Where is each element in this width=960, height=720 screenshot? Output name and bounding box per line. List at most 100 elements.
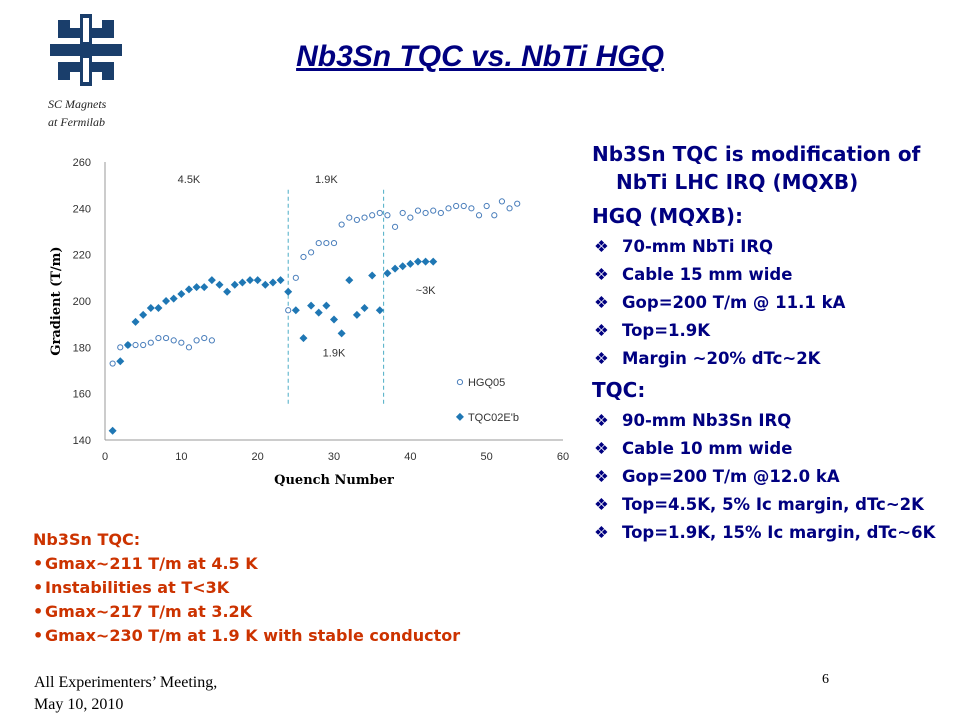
x-tick-label: 0 [102, 451, 108, 463]
y-tick-label: 200 [73, 296, 91, 308]
footer-meeting: All Experimenters’ Meeting, May 10, 2010 [34, 672, 217, 716]
diamond-bullet-icon: ❖ [594, 439, 609, 458]
hgq05-point [376, 209, 383, 217]
tqc02eb-point [177, 290, 186, 299]
hgq05-point [483, 202, 490, 210]
hgq05-point [323, 239, 330, 247]
list-item: ❖ 70-mm NbTi IRQ [594, 237, 774, 256]
tqc02eb-point [337, 329, 346, 338]
page-number: 6 [822, 672, 829, 687]
hgq05-point [468, 205, 475, 212]
hgq05-point [391, 223, 399, 230]
tqc02eb-point [398, 262, 407, 271]
tqc02eb-point [314, 308, 323, 317]
list-item: ❖ Gop=200 T/m @12.0 kA [594, 467, 840, 486]
list-item: ❖ 90-mm Nb3Sn IRQ [594, 411, 792, 430]
tqc02eb-point [352, 310, 361, 319]
hgq05-point [361, 214, 368, 221]
legend-label-hgq05: HGQ05 [468, 377, 505, 389]
tqc02eb-point [391, 264, 400, 273]
tqc02eb-point [322, 301, 331, 310]
org-label: SC Magnets at Fermilab [48, 95, 106, 131]
diamond-bullet-icon: ❖ [594, 411, 609, 430]
y-tick-label: 180 [73, 342, 91, 354]
tqc02eb-point [215, 280, 224, 289]
hgq05-point [369, 212, 376, 219]
hgq05-point [346, 214, 353, 221]
tqc02eb-point [169, 294, 178, 303]
slide-title: Nb3Sn TQC vs. NbTi HGQ [296, 40, 664, 73]
hgq05-point [399, 209, 406, 217]
tqc02eb-point [375, 306, 384, 315]
tqc02eb-point [184, 285, 193, 294]
hgq05-point [117, 344, 124, 351]
y-axis-title: Gradient (T/m) [49, 246, 64, 355]
diamond-bullet-icon: ❖ [594, 237, 609, 256]
tqc02eb-point [146, 303, 155, 312]
hgq05-point [132, 341, 139, 349]
hgq05-point [162, 334, 170, 342]
tqc02eb-point [192, 283, 201, 292]
hgq05-point [201, 334, 208, 342]
hgq05-point [193, 337, 200, 344]
intro-line: Nb3Sn TQC is modification of NbTi LHC IR… [592, 142, 921, 194]
tqc02eb-point [207, 276, 216, 285]
hgq05-point [155, 334, 162, 342]
x-tick-label: 30 [328, 451, 340, 463]
list-item: Gmax~217 T/m at 3.2K [33, 600, 460, 624]
tqc02eb-point [383, 269, 392, 278]
hgq-list: ❖ 70-mm NbTi IRQ ❖ Cable 15 mm wide ❖ Gop=2… [592, 236, 952, 370]
tqc02eb-point [154, 303, 163, 312]
x-tick-label: 50 [481, 451, 493, 463]
tqc02eb-point [253, 276, 262, 285]
hgq05-point [300, 253, 307, 261]
summary-list: Gmax~211 T/m at 4.5 K Instabilities at T… [33, 552, 460, 648]
list-item: ❖ Margin ~20% dTc~2K [594, 349, 821, 368]
hgq-heading: HGQ (MQXB): [592, 204, 743, 228]
hgq05-point [384, 212, 391, 219]
tqc02eb-point [200, 283, 209, 292]
tqc02eb-point [330, 315, 338, 324]
tqc02eb-point [139, 310, 148, 319]
tqc02eb-point [406, 259, 415, 268]
list-item: ❖ Top=4.5K, 5% Ic margin, dTc~2K [594, 495, 924, 514]
list-item: Instabilities at T<3K [33, 576, 460, 600]
chart-annotation: 4.5K [178, 174, 201, 186]
tqc-heading: TQC: [592, 378, 646, 402]
tqc02eb-point [238, 278, 247, 287]
tqc02eb-point [261, 280, 270, 289]
chart-annotation: 1.9K [323, 348, 346, 360]
tqc02eb-point [116, 357, 125, 366]
quench-chart: 0 10 20 30 40 50 60 140 160 180 200 220 240 260 Quench… [49, 157, 569, 488]
tqc-summary: Nb3Sn TQC: Gmax~211 T/m at 4.5 K Instabi… [33, 528, 460, 648]
tqc02eb-point [131, 317, 140, 326]
hgq05-point [185, 344, 193, 351]
hgq05-point [414, 207, 422, 214]
hgq05-point [353, 216, 360, 224]
hgq05-point [430, 207, 437, 214]
footer-line1: All Experimenters’ Meeting, [34, 674, 218, 691]
tqc02eb-point [299, 334, 308, 343]
hgq05-point [475, 212, 483, 219]
tqc02eb-point [368, 271, 377, 280]
legend-marker-tqc02eb [455, 412, 464, 421]
diamond-bullet-icon: ❖ [594, 467, 609, 486]
y-tick-label: 260 [73, 157, 91, 169]
list-item: Gmax~211 T/m at 4.5 K [33, 552, 460, 576]
hgq05-point [514, 200, 521, 207]
hgq05-point [338, 221, 345, 228]
x-axis-title: Quench Number [274, 473, 394, 488]
chart-annotation: 1.9K [315, 174, 338, 186]
tqc02eb-point [307, 301, 316, 310]
legend-marker-hgq05 [456, 378, 464, 386]
hgq05-point [140, 341, 147, 349]
footer-line2: May 10, 2010 [34, 696, 124, 713]
chart-annotation: ~3K [416, 285, 437, 297]
hgq05-point [147, 339, 154, 346]
hgq05-point [330, 239, 338, 247]
summary-heading: Nb3Sn TQC: [33, 530, 141, 549]
org-line1: SC Magnets [48, 97, 107, 111]
x-tick-label: 40 [404, 451, 416, 463]
tqc-list: ❖ 90-mm Nb3Sn IRQ ❖ Cable 10 mm wide ❖ Gop=… [592, 410, 952, 544]
hgq05-point [407, 214, 414, 221]
